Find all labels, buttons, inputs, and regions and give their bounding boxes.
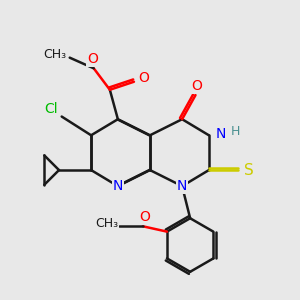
Text: H: H xyxy=(231,125,240,138)
Text: Cl: Cl xyxy=(44,101,58,116)
Text: O: O xyxy=(138,71,149,85)
Text: N: N xyxy=(177,179,187,193)
Text: CH₃: CH₃ xyxy=(95,217,118,230)
Text: N: N xyxy=(216,127,226,141)
Text: S: S xyxy=(244,163,254,178)
Text: O: O xyxy=(139,210,150,224)
Text: O: O xyxy=(87,52,98,66)
Text: CH₃: CH₃ xyxy=(44,49,67,62)
Text: O: O xyxy=(191,79,202,93)
Text: N: N xyxy=(113,179,123,193)
